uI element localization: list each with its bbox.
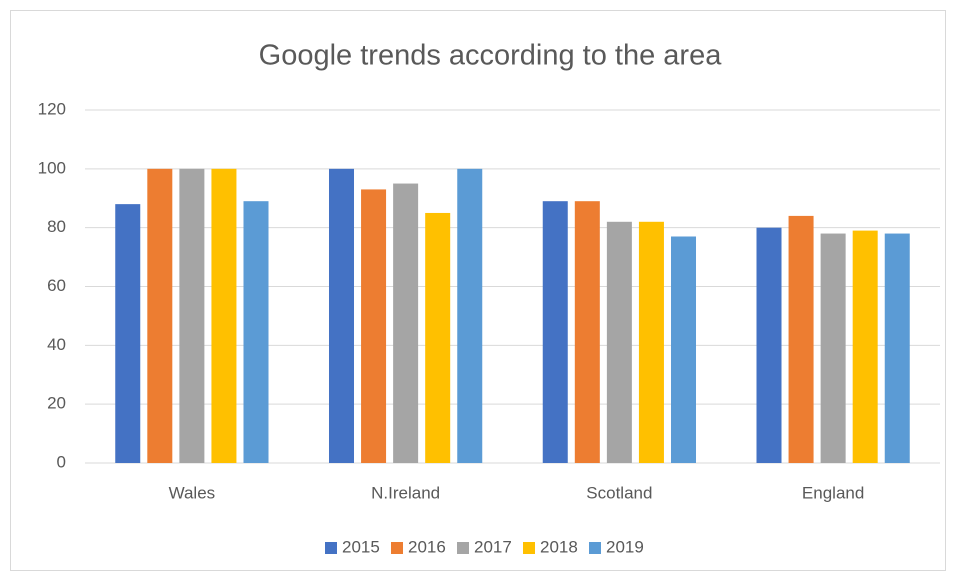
bar (606, 221, 632, 463)
bar (361, 189, 387, 464)
bar (243, 201, 269, 464)
y-tick-label: 120 (38, 99, 66, 118)
chart-title: Google trends according to the area (259, 40, 723, 72)
x-tick-label: Wales (169, 483, 216, 502)
x-tick-label: N.Ireland (371, 483, 440, 502)
legend-label: 2015 (342, 537, 380, 556)
y-tick-label: 60 (47, 276, 66, 295)
y-tick-label: 20 (47, 394, 66, 413)
y-tick-label: 40 (47, 335, 66, 354)
bar (852, 230, 878, 463)
bar (670, 236, 697, 463)
legend-swatch (325, 542, 337, 554)
legend-label: 2017 (474, 537, 512, 556)
bar (115, 204, 141, 463)
bar (211, 168, 237, 464)
bar (820, 233, 846, 463)
bar (179, 168, 205, 464)
x-tick-label: Scotland (586, 483, 652, 502)
legend-label: 2018 (540, 537, 578, 556)
legend-swatch (589, 542, 601, 554)
bar (425, 212, 451, 463)
legend-swatch (457, 542, 469, 554)
x-tick-label: England (802, 483, 864, 502)
legend-label: 2019 (606, 537, 644, 556)
bar (638, 221, 664, 463)
bar (147, 168, 173, 464)
bar (393, 183, 419, 463)
bar (457, 168, 483, 464)
legend-swatch (391, 542, 403, 554)
legend-swatch (523, 542, 535, 554)
bar (884, 233, 910, 463)
bar (574, 201, 600, 464)
bar (328, 168, 355, 464)
bar (756, 227, 782, 463)
y-tick-label: 80 (47, 217, 66, 236)
bar (788, 215, 814, 463)
legend-label: 2016 (408, 537, 446, 556)
y-tick-label: 0 (57, 452, 66, 471)
y-tick-label: 100 (38, 158, 66, 177)
bar (542, 201, 568, 464)
